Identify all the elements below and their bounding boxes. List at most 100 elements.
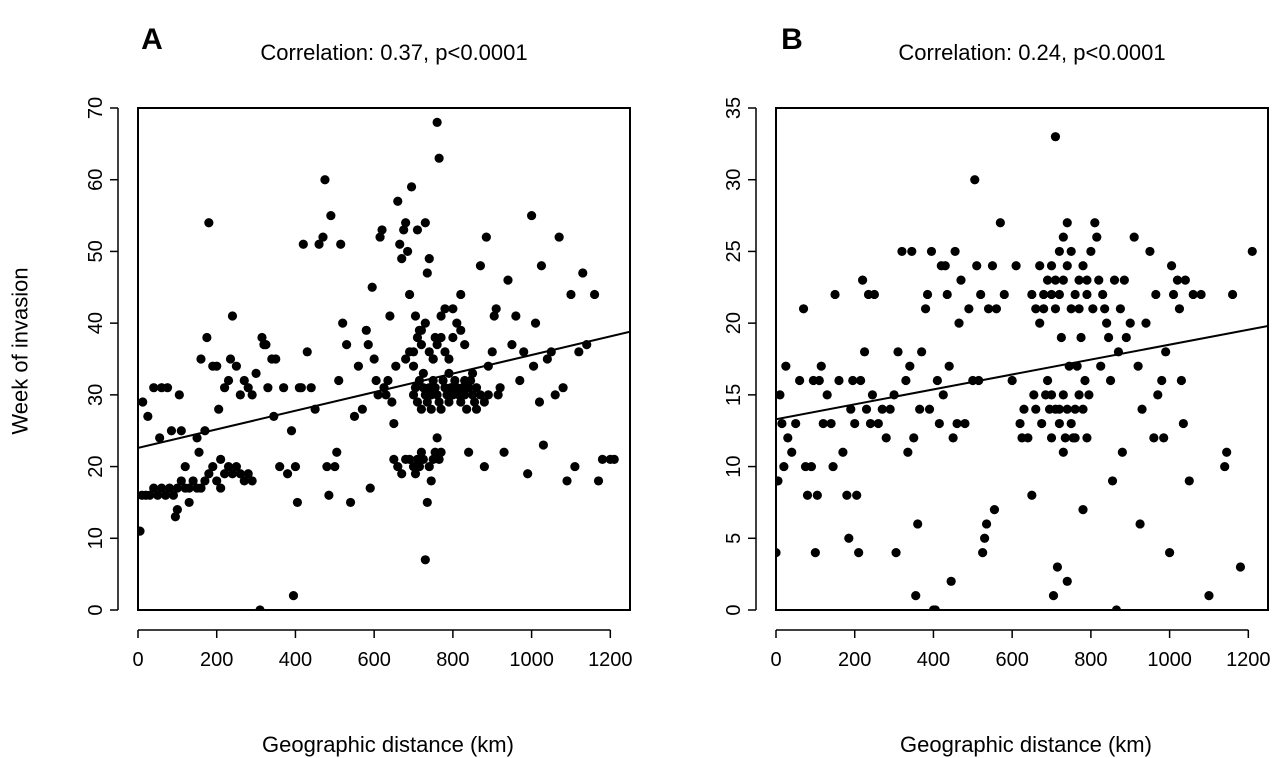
scatter-point xyxy=(428,354,438,364)
scatter-point xyxy=(314,239,324,249)
x-tick-label: 800 xyxy=(436,649,469,671)
scatter-point xyxy=(422,268,432,278)
scatter-point xyxy=(469,397,480,407)
scatter-point xyxy=(471,404,482,414)
scatter-point xyxy=(349,411,360,421)
scatter-point xyxy=(1125,318,1135,328)
scatter-point xyxy=(1227,289,1238,300)
scatter-point xyxy=(448,304,458,314)
scatter-point xyxy=(434,454,444,464)
scatter-point xyxy=(223,461,234,472)
x-tick-label: 400 xyxy=(917,649,950,671)
scatter-point xyxy=(901,375,911,386)
scatter-point xyxy=(1050,275,1061,285)
scatter-point xyxy=(404,454,415,464)
scatter-point xyxy=(168,490,179,500)
scatter-point xyxy=(1082,275,1092,285)
scatter-point xyxy=(1031,404,1041,414)
scatter-point xyxy=(534,397,545,407)
scatter-point xyxy=(1046,261,1057,271)
scatter-point xyxy=(1119,275,1129,285)
scatter-point xyxy=(776,548,781,558)
scatter-point xyxy=(1070,433,1080,443)
scatter-point xyxy=(1027,490,1037,500)
scatter-point xyxy=(818,418,828,429)
scatter-point xyxy=(420,218,430,228)
scatter-point xyxy=(1103,332,1114,343)
scatter-point xyxy=(432,433,442,443)
scatter-point xyxy=(1062,576,1072,586)
scatter-point xyxy=(1166,261,1177,271)
scatter-point xyxy=(920,304,931,314)
scatter-point xyxy=(410,383,421,393)
x-tick-label: 0 xyxy=(770,649,781,671)
scatter-point xyxy=(810,548,820,558)
scatter-point xyxy=(1074,304,1084,314)
scatter-point xyxy=(1054,246,1064,257)
scatter-point xyxy=(357,404,367,414)
scatter-point xyxy=(1054,418,1064,429)
scatter-point xyxy=(401,218,411,228)
scatter-point xyxy=(776,476,783,486)
scatter-point xyxy=(332,447,342,457)
scatter-point xyxy=(288,591,299,601)
scatter-point xyxy=(456,325,466,335)
scatter-point xyxy=(153,490,163,500)
scatter-point xyxy=(1157,375,1167,386)
scatter-point xyxy=(184,497,194,508)
scatter-point xyxy=(1062,218,1072,228)
scatter-point xyxy=(212,361,222,371)
scatter-point xyxy=(893,347,903,357)
scatter-point xyxy=(176,426,186,436)
scatter-point xyxy=(1094,275,1104,285)
scatter-point xyxy=(456,289,466,300)
scatter-point xyxy=(970,175,980,185)
scatter-point xyxy=(1184,476,1194,486)
scatter-point xyxy=(861,404,872,414)
scatter-point xyxy=(464,447,474,457)
scatter-point xyxy=(456,397,466,407)
scatter-point xyxy=(989,505,1000,515)
scatter-point xyxy=(903,447,913,457)
scatter-point xyxy=(828,461,838,472)
scatter-point xyxy=(243,469,253,479)
scatter-point xyxy=(399,225,409,235)
scatter-point xyxy=(251,368,261,378)
scatter-point xyxy=(1078,404,1088,414)
scatter-point xyxy=(1188,289,1198,300)
scatter-point xyxy=(361,325,371,335)
scatter-point xyxy=(489,311,499,321)
scatter-point xyxy=(1196,289,1206,300)
scatter-point xyxy=(416,447,426,457)
scatter-point xyxy=(239,375,249,386)
scatter-point xyxy=(162,383,173,393)
scatter-point xyxy=(978,548,988,558)
scatter-point xyxy=(1117,447,1127,457)
scatter-point xyxy=(1168,289,1179,300)
scatter-point xyxy=(420,318,430,328)
scatter-point xyxy=(170,512,180,522)
scatter-point xyxy=(1145,246,1155,257)
scatter-point xyxy=(180,461,190,472)
scatter-point xyxy=(424,254,434,264)
regression-line xyxy=(776,325,1268,421)
y-tick-label: 30 xyxy=(85,384,107,406)
y-tick-label: 50 xyxy=(85,240,107,262)
scatter-point xyxy=(952,418,962,429)
scatter-point xyxy=(318,232,328,242)
scatter-point xyxy=(983,304,994,314)
scatter-point xyxy=(424,347,434,357)
scatter-point xyxy=(1066,304,1076,314)
scatter-point xyxy=(227,469,238,479)
scatter-point xyxy=(375,232,385,242)
scatter-point xyxy=(414,461,425,472)
scatter-point xyxy=(1204,591,1214,601)
scatter-point xyxy=(395,239,405,249)
scatter-point xyxy=(460,390,470,400)
x-tick-label: 1000 xyxy=(1147,649,1192,671)
scatter-point xyxy=(412,332,423,343)
scatter-point xyxy=(219,383,230,393)
scatter-point xyxy=(1050,304,1061,314)
scatter-point xyxy=(330,461,340,472)
